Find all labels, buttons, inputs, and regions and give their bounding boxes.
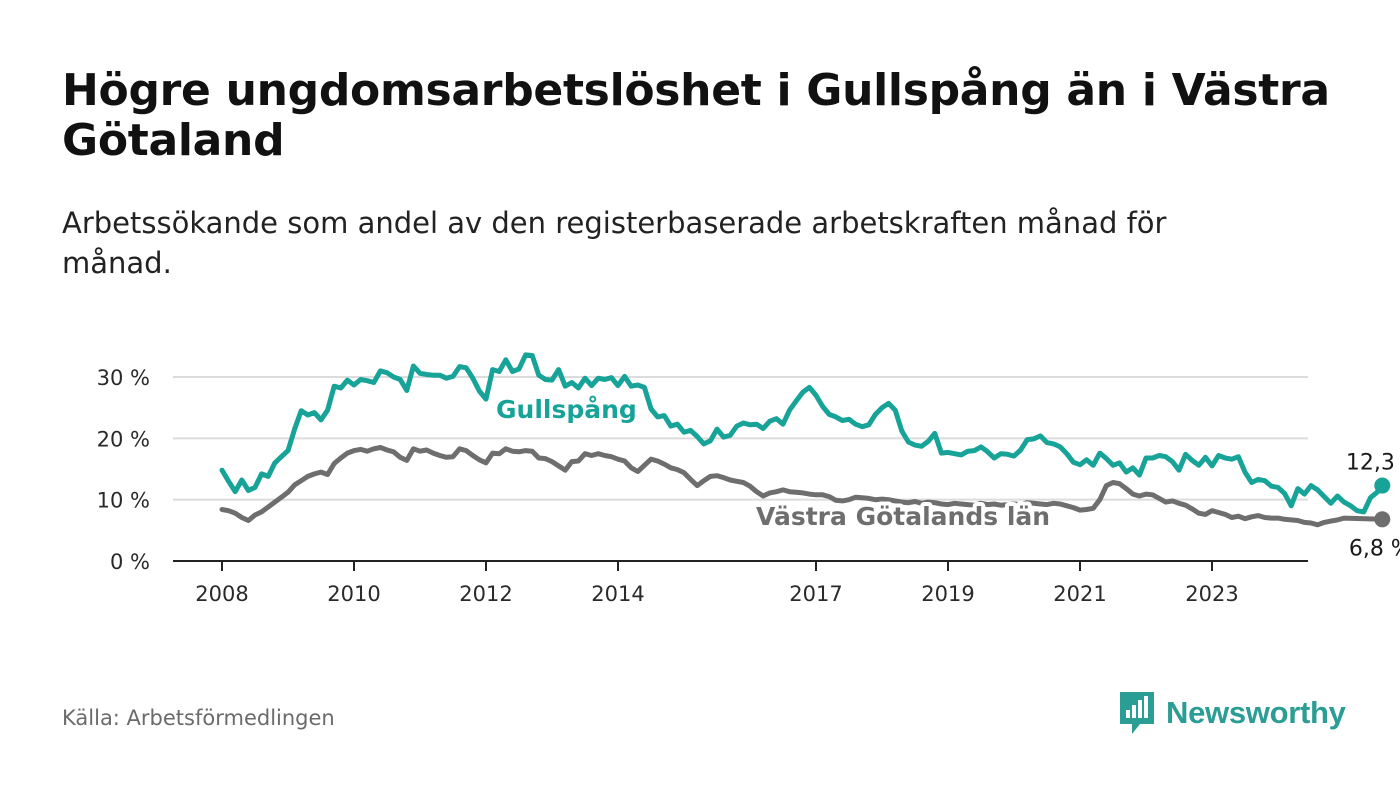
- brand-name: Newsworthy: [1166, 695, 1346, 730]
- vastra-gotaland-line: [219, 445, 1385, 528]
- brand-logo[interactable]: Newsworthy: [1118, 690, 1346, 736]
- x-tick-label: 2021: [1053, 582, 1106, 606]
- series-labels: Gullspång Västra Götalands län 12,3 % 6,8 %: [492, 391, 1400, 561]
- y-tick-label: 10 %: [97, 489, 150, 513]
- vastra-gotaland-end-point: [1374, 511, 1391, 528]
- series-lines: [219, 352, 1391, 528]
- gullspang-line: [219, 352, 1385, 515]
- vastra-gotaland-end-label: 6,8 %: [1349, 536, 1400, 561]
- grid-lines: [173, 376, 1308, 501]
- x-tick-label: 2023: [1185, 582, 1238, 606]
- gullspang-end-point: [1374, 477, 1391, 494]
- chart-title: Högre ungdomsarbetslöshet i Gullspång än…: [62, 65, 1330, 166]
- x-axis: 2008 2010 2012 2014 2017 2019 2021 2023: [173, 560, 1308, 606]
- y-tick-label: 30 %: [97, 366, 150, 390]
- chart-subtitle: Arbetssökande som andel av den registerb…: [62, 206, 1167, 280]
- x-tick-label: 2019: [921, 582, 974, 606]
- source-note: Källa: Arbetsförmedlingen: [62, 706, 335, 730]
- y-tick-label: 20 %: [97, 427, 150, 451]
- x-tick-label: 2017: [789, 582, 842, 606]
- x-tick-label: 2008: [195, 582, 248, 606]
- gullspang-series-label: Gullspång: [496, 395, 637, 424]
- newsworthy-logo-icon: [1120, 692, 1154, 734]
- x-tick-label: 2010: [327, 582, 380, 606]
- y-axis: 0 % 10 % 20 % 30 %: [97, 366, 150, 574]
- vastra-gotaland-series-label: Västra Götalands län: [756, 502, 1050, 531]
- y-tick-label: 0 %: [110, 550, 150, 574]
- gullspang-end-label: 12,3 %: [1346, 451, 1400, 476]
- x-tick-label: 2014: [591, 582, 644, 606]
- x-tick-label: 2012: [459, 582, 512, 606]
